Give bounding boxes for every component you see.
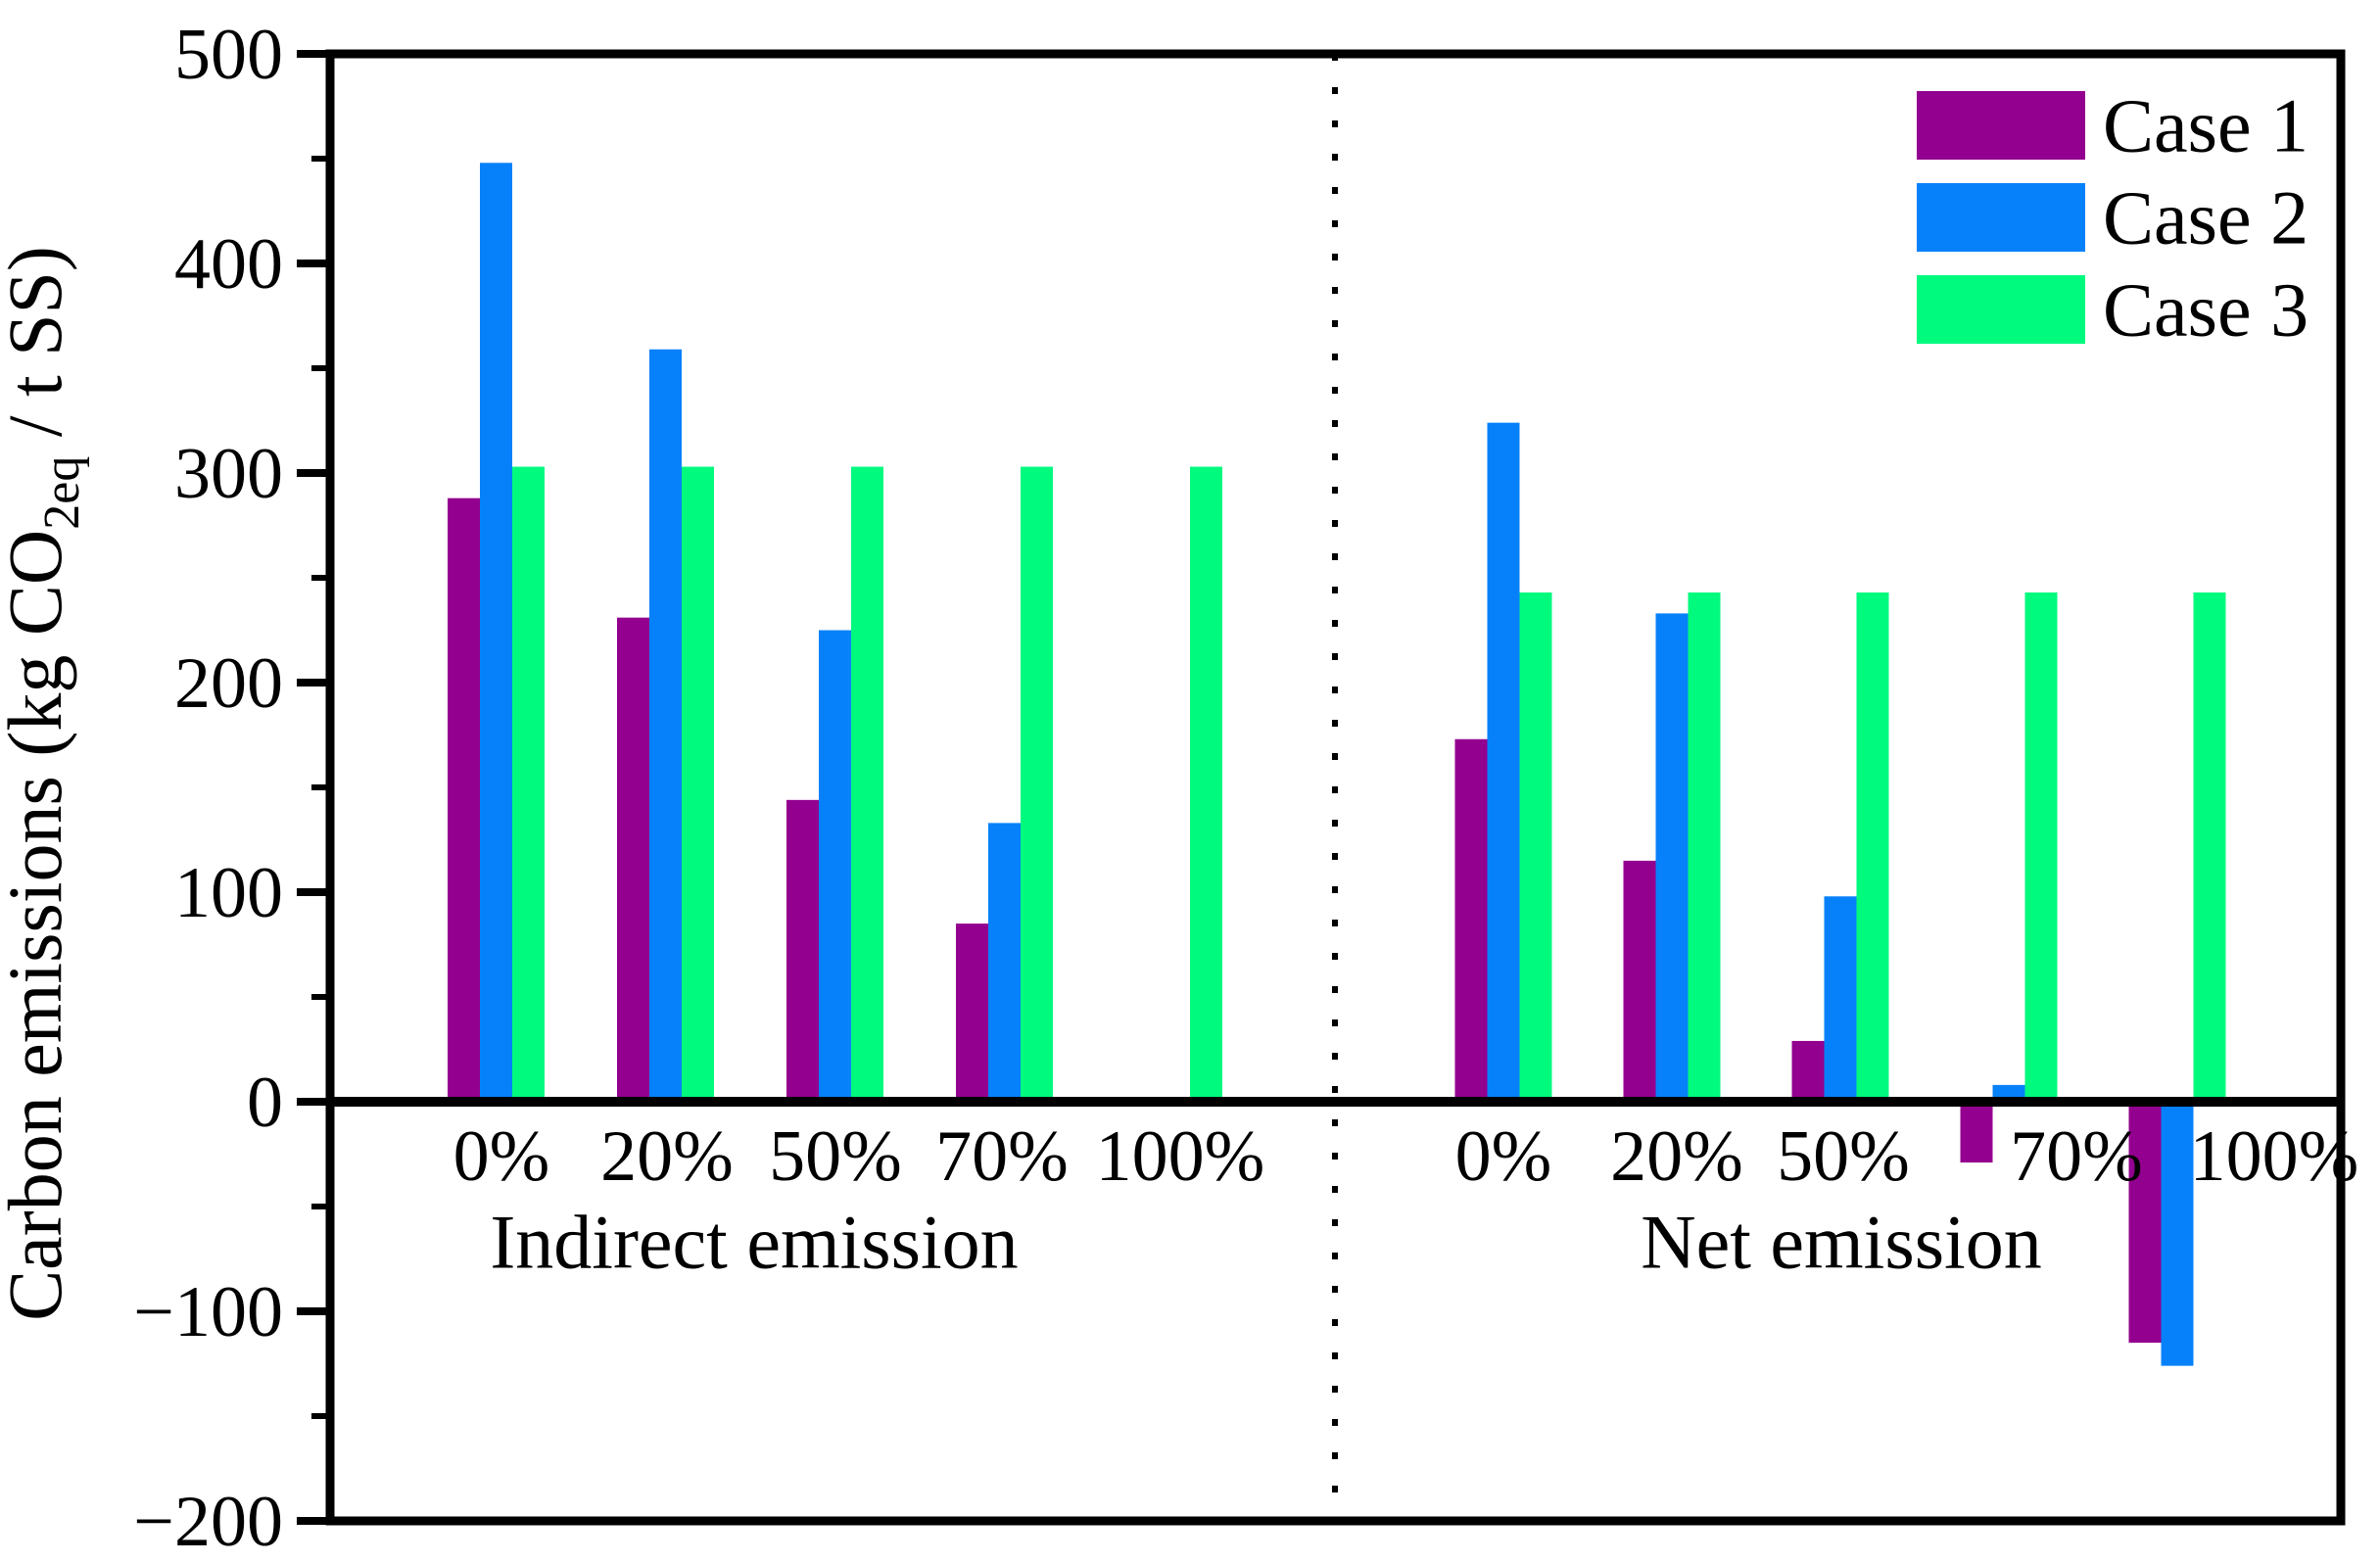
x-category-label-indirect-emission-70%: 70% bbox=[935, 1116, 1069, 1197]
y-tick-label-500: 500 bbox=[174, 15, 283, 95]
y-tick-label-100: 100 bbox=[174, 853, 283, 933]
x-category-label-net-emission-20%: 20% bbox=[1610, 1116, 1743, 1197]
bar-net-emission-100%-case-1 bbox=[2128, 1102, 2162, 1344]
x-category-label-indirect-emission-100%: 100% bbox=[1096, 1116, 1265, 1197]
bar-indirect-emission-20%-case-2 bbox=[649, 349, 682, 1102]
bar-indirect-emission-70%-case-1 bbox=[956, 924, 988, 1102]
bar-indirect-emission-70%-case-2 bbox=[988, 823, 1021, 1102]
group-label-indirect-emission: Indirect emission bbox=[490, 1200, 1018, 1285]
bar-indirect-emission-0%-case-2 bbox=[480, 163, 512, 1102]
bar-net-emission-50%-case-2 bbox=[1824, 896, 1857, 1102]
x-category-label-indirect-emission-50%: 50% bbox=[769, 1116, 902, 1197]
x-category-label-indirect-emission-20%: 20% bbox=[600, 1116, 734, 1197]
bar-indirect-emission-0%-case-3 bbox=[512, 466, 545, 1103]
legend-swatch-case-2 bbox=[1917, 183, 2085, 252]
x-category-label-net-emission-0%: 0% bbox=[1455, 1116, 1552, 1197]
legend-label-case-3: Case 3 bbox=[2103, 267, 2309, 353]
bar-net-emission-70%-case-1 bbox=[1960, 1102, 1993, 1163]
legend-label-case-1: Case 1 bbox=[2103, 83, 2309, 168]
y-tick-label-400: 400 bbox=[174, 224, 283, 305]
bar-indirect-emission-100%-case-3 bbox=[1190, 466, 1222, 1103]
bar-net-emission-0%-case-2 bbox=[1487, 422, 1520, 1102]
legend-swatch-case-3 bbox=[1917, 275, 2085, 344]
y-tick-label-0: 0 bbox=[247, 1063, 283, 1143]
x-category-label-indirect-emission-0%: 0% bbox=[453, 1116, 550, 1197]
group-label-net-emission: Net emission bbox=[1641, 1200, 2041, 1285]
y-tick-label-200: 200 bbox=[174, 643, 283, 724]
legend-label-case-2: Case 2 bbox=[2103, 175, 2309, 260]
bar-net-emission-20%-case-3 bbox=[1688, 592, 1721, 1102]
bar-indirect-emission-0%-case-1 bbox=[448, 497, 480, 1102]
bar-net-emission-50%-case-3 bbox=[1856, 592, 1889, 1102]
bar-indirect-emission-50%-case-2 bbox=[819, 630, 851, 1102]
y-tick-label-300: 300 bbox=[174, 434, 283, 514]
y-tick-label--200: −200 bbox=[133, 1482, 283, 1562]
bars-layer bbox=[448, 163, 2226, 1366]
bar-indirect-emission-20%-case-3 bbox=[682, 466, 714, 1103]
bar-net-emission-0%-case-3 bbox=[1519, 592, 1552, 1102]
bar-net-emission-20%-case-2 bbox=[1655, 613, 1689, 1102]
bar-net-emission-100%-case-3 bbox=[2193, 592, 2226, 1102]
bar-net-emission-20%-case-1 bbox=[1623, 860, 1656, 1102]
x-category-label-net-emission-100%: 100% bbox=[2190, 1116, 2359, 1197]
y-tick-label--100: −100 bbox=[133, 1272, 283, 1352]
bar-net-emission-50%-case-1 bbox=[1791, 1040, 1825, 1102]
y-axis-label: Carbon emissions (kg CO2eq / t SS) bbox=[0, 246, 90, 1321]
bar-indirect-emission-50%-case-1 bbox=[786, 799, 819, 1102]
bar-net-emission-70%-case-3 bbox=[2024, 592, 2058, 1102]
bar-net-emission-0%-case-1 bbox=[1454, 738, 1488, 1102]
bar-net-emission-100%-case-2 bbox=[2161, 1102, 2194, 1366]
tick-layer: 500 400 300 200 100 0 −100 −200 bbox=[133, 15, 334, 1562]
bar-indirect-emission-20%-case-1 bbox=[617, 617, 649, 1102]
bar-indirect-emission-50%-case-3 bbox=[851, 466, 883, 1103]
x-category-label-net-emission-50%: 50% bbox=[1777, 1116, 1910, 1197]
x-category-label-net-emission-70%: 70% bbox=[2010, 1116, 2143, 1197]
bar-indirect-emission-70%-case-3 bbox=[1021, 466, 1053, 1103]
legend-swatch-case-1 bbox=[1917, 91, 2085, 160]
